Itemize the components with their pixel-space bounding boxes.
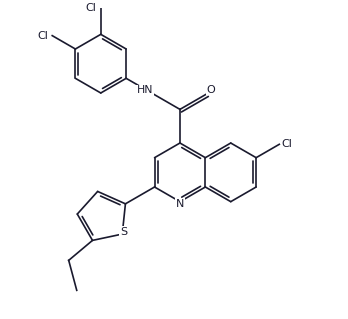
Text: N: N <box>176 199 184 209</box>
Text: Cl: Cl <box>86 3 97 13</box>
Text: Cl: Cl <box>282 139 293 149</box>
Text: Cl: Cl <box>37 31 48 41</box>
Text: S: S <box>120 227 127 237</box>
Text: O: O <box>207 85 215 94</box>
Text: HN: HN <box>137 85 153 95</box>
